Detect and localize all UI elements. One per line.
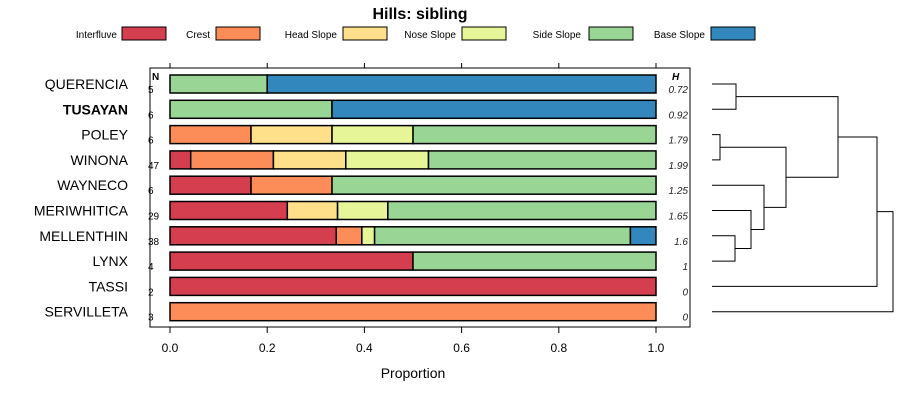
h-value: 1.99 (669, 161, 689, 172)
row-label: POLEY (81, 127, 128, 143)
bar-segment (169, 175, 252, 195)
bar-rows: QUERENCIA 5 0.72 TUSAYAN 6 0.92 POLEY 6 1.79 WINO… (34, 74, 689, 324)
row-label: TUSAYAN (63, 101, 128, 117)
n-value: 38 (148, 237, 160, 248)
bar-segment (412, 251, 657, 271)
bar-segment (169, 276, 657, 297)
n-value: 2 (148, 287, 154, 298)
bar-segment (331, 175, 657, 195)
bar-segment (361, 226, 376, 246)
x-axis-label: Proportion (381, 365, 446, 381)
h-value: 0.72 (669, 85, 689, 96)
row-label: MERIWHITICA (34, 203, 129, 219)
legend-label: Side Slope (533, 30, 582, 41)
bar-segment (336, 200, 389, 221)
bar-segment (169, 200, 289, 221)
h-value: 0.92 (669, 110, 689, 121)
row-label: TASSI (89, 278, 128, 294)
bar-segment (169, 150, 192, 170)
h-value: 1.6 (674, 237, 688, 248)
dendrogram-branch (736, 96, 839, 178)
n-value: 47 (148, 161, 160, 172)
n-value: 5 (148, 85, 154, 96)
bar-segment (266, 74, 657, 94)
chart-title: Hills: sibling (372, 6, 467, 23)
x-tick-label: 1.0 (648, 341, 665, 355)
bar-segment (272, 150, 347, 170)
row-label: MELLENTHIN (39, 228, 128, 244)
legend-swatch (588, 26, 634, 41)
x-tick-label: 0.6 (453, 341, 470, 355)
dendrogram-branch (712, 134, 721, 161)
x-tick-label: 0.0 (162, 341, 179, 355)
n-value: 4 (148, 262, 154, 273)
row-label: WAYNECO (57, 177, 128, 193)
bar-segment (629, 226, 657, 246)
h-value: 1.65 (669, 212, 689, 223)
row-label: QUERENCIA (45, 76, 129, 92)
legend-label: Crest (186, 30, 210, 41)
dendrogram-branch (712, 136, 878, 287)
x-tick-label: 0.8 (550, 341, 567, 355)
legend-swatch (461, 26, 507, 41)
bar-segment (373, 226, 632, 246)
h-value: 1 (682, 262, 688, 273)
bar-segment (189, 150, 275, 170)
row-label: WINONA (70, 152, 128, 168)
bar-segment (169, 251, 414, 271)
bar-segment (250, 175, 333, 195)
n-value: 29 (148, 212, 160, 223)
legend: Interfluve Crest Head Slope Nose Slope Side … (76, 26, 756, 41)
x-tick-label: 0.2 (259, 341, 276, 355)
bar-segment (387, 200, 657, 221)
row-label: LYNX (92, 253, 128, 269)
h-value: 0 (682, 313, 688, 324)
legend-label: Interfluve (76, 30, 118, 41)
h-value: 1.79 (669, 136, 689, 147)
bar-segment (169, 74, 268, 94)
bar-segment (169, 301, 657, 322)
bar-segment (345, 150, 430, 170)
dendrogram-branch (712, 235, 736, 262)
dendrogram-branch (712, 184, 765, 230)
dendrogram-branch (712, 210, 752, 249)
legend-label: Base Slope (654, 30, 706, 41)
h-value: 0 (682, 287, 688, 298)
n-value: 6 (148, 110, 154, 121)
bar-segment (412, 124, 657, 145)
n-value: 3 (148, 313, 154, 324)
bar-segment (331, 124, 414, 145)
dendrogram-branch (712, 211, 894, 313)
bar-segment (427, 150, 657, 170)
x-axis: 0.0 0.2 0.4 0.6 0.8 1.0 (162, 63, 665, 355)
bar-segment (335, 226, 363, 246)
legend-label: Nose Slope (404, 30, 456, 41)
bar-segment (169, 99, 333, 120)
legend-swatch (121, 26, 167, 41)
bar-segment (169, 226, 338, 246)
h-header: H (672, 72, 680, 83)
legend-swatch (342, 26, 388, 41)
dendrogram-branch (712, 83, 737, 110)
n-value: 6 (148, 136, 154, 147)
legend-swatch (215, 26, 261, 41)
plot-frame (149, 67, 691, 328)
bar-segment (286, 200, 339, 221)
x-tick-label: 0.4 (356, 341, 373, 355)
h-value: 1.25 (669, 186, 689, 197)
bar-segment (331, 99, 657, 120)
n-value: 6 (148, 186, 154, 197)
legend-label: Head Slope (285, 30, 338, 41)
row-label: SERVILLETA (44, 304, 128, 320)
legend-swatch (710, 26, 756, 41)
dendrogram (712, 83, 894, 313)
bar-segment (250, 124, 333, 145)
n-header: N (152, 72, 159, 83)
bar-segment (169, 124, 252, 145)
dendrogram-branch (720, 146, 787, 208)
